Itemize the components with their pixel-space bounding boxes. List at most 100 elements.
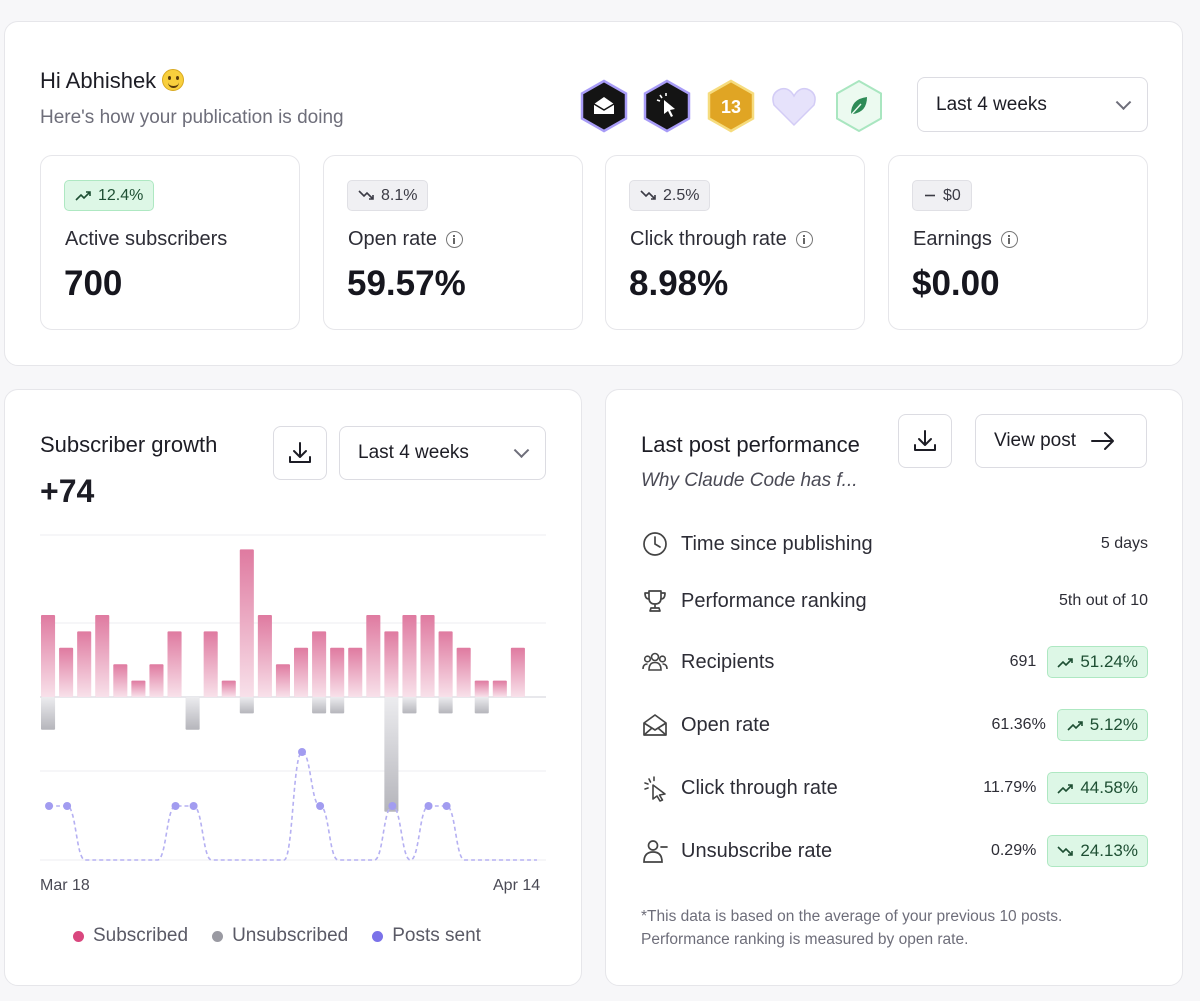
posts-sent-point[interactable] <box>388 802 397 810</box>
post-title[interactable]: Why Claude Code has f... <box>641 470 858 491</box>
download-icon <box>289 442 311 463</box>
posts-sent-point[interactable] <box>63 802 72 810</box>
axis-end-date: Apr 14 <box>493 877 541 894</box>
subscribed-bar[interactable] <box>510 647 525 697</box>
unsubscribed-bar[interactable] <box>185 697 200 730</box>
stat-value: 8.98% <box>629 264 729 303</box>
growth-count: +74 <box>40 473 95 509</box>
subscribed-bar[interactable] <box>294 647 309 697</box>
subscribed-bar[interactable] <box>474 680 489 697</box>
posts-sent-point[interactable] <box>424 802 433 810</box>
axis-start-date: Mar 18 <box>40 877 90 894</box>
chevron-down-icon <box>1115 93 1132 110</box>
download-button[interactable] <box>898 414 952 468</box>
row-value: 11.79% <box>983 779 1037 796</box>
stat-value: 59.57% <box>347 264 466 303</box>
legend-subscribed[interactable]: Subscribed <box>73 925 188 947</box>
subscribed-bar[interactable] <box>492 680 507 697</box>
leaf-icon[interactable] <box>832 79 886 133</box>
achievement-badges: 13 <box>577 79 887 135</box>
overview-card: Hi Abhishek Here's how your publication … <box>4 21 1183 366</box>
subscribed-bar[interactable] <box>77 631 92 697</box>
info-icon[interactable] <box>795 231 813 248</box>
subscribed-bar[interactable] <box>113 664 128 697</box>
row-recipients: Recipients 691 51.24% <box>641 644 1148 680</box>
subscribed-bar[interactable] <box>149 664 164 697</box>
user-minus-icon <box>643 840 668 863</box>
change-badge: 8.1% <box>347 180 429 211</box>
info-icon[interactable] <box>445 231 463 248</box>
unsubscribed-bar[interactable] <box>474 697 489 714</box>
subscribed-bar[interactable] <box>221 680 236 697</box>
unsubscribed-bar[interactable] <box>312 697 327 714</box>
row-click-through-rate: Click through rate 11.79% 44.58% <box>641 770 1148 806</box>
subscribed-bar[interactable] <box>312 631 327 697</box>
subscribed-bar[interactable] <box>167 631 182 697</box>
unsubscribed-bar[interactable] <box>330 697 345 714</box>
stat-click-through-rate: 2.5% Click through rate 8.98% <box>605 155 865 330</box>
subscribed-bar[interactable] <box>257 615 272 697</box>
subscribed-bar[interactable] <box>59 647 74 697</box>
subscriber-growth-card: Subscriber growth +74 Last 4 weeks Mar 1… <box>4 389 582 986</box>
heart-icon[interactable] <box>767 79 821 133</box>
unsubscribed-bar[interactable] <box>239 697 254 714</box>
gold-hexagon-icon[interactable]: 13 <box>704 79 758 133</box>
subscribed-bar[interactable] <box>275 664 290 697</box>
posts-sent-line <box>49 751 537 861</box>
info-icon[interactable] <box>1000 231 1018 248</box>
unsubscribed-bar[interactable] <box>402 697 417 714</box>
stat-earnings: $0 Earnings $0.00 <box>888 155 1148 330</box>
chart-bars <box>41 549 525 812</box>
subscribed-bar[interactable] <box>203 631 218 697</box>
cursor-click-icon[interactable] <box>640 79 694 133</box>
posts-sent-point[interactable] <box>316 802 325 810</box>
subscribed-bar[interactable] <box>131 680 146 697</box>
last-post-performance-card: Last post performance Why Claude Code ha… <box>605 389 1183 986</box>
legend-dot <box>73 930 84 942</box>
envelope-open-icon[interactable] <box>577 79 631 133</box>
row-open-rate: Open rate 61.36% 5.12% <box>641 707 1148 743</box>
unsubscribed-bar[interactable] <box>384 697 399 812</box>
row-value: 5th out of 10 <box>1059 592 1148 609</box>
unsubscribed-bar[interactable] <box>41 697 56 730</box>
subscribed-bar[interactable] <box>95 615 110 697</box>
stat-label: Click through rate <box>630 228 813 251</box>
posts-sent-point[interactable] <box>442 802 451 810</box>
row-performance-ranking: Performance ranking 5th out of 10 <box>641 583 1148 619</box>
legend-posts-sent[interactable]: Posts sent <box>372 925 481 947</box>
stat-value: $0.00 <box>912 264 1000 303</box>
trend-up-icon <box>1067 720 1083 731</box>
greeting: Hi Abhishek <box>40 68 185 94</box>
posts-sent-point[interactable] <box>45 802 54 810</box>
legend-unsubscribed[interactable]: Unsubscribed <box>212 925 348 947</box>
stat-value: 700 <box>64 264 123 303</box>
view-post-button[interactable]: View post <box>975 414 1147 468</box>
posts-sent-point[interactable] <box>298 748 307 756</box>
performance-title: Last post performance <box>641 432 860 457</box>
row-time-since-publishing: Time since publishing 5 days <box>641 526 1148 562</box>
row-value: 0.29% <box>990 842 1037 859</box>
subscribed-bar[interactable] <box>239 549 254 697</box>
subscribed-bar[interactable] <box>402 615 417 697</box>
subscribed-bar[interactable] <box>420 615 435 697</box>
growth-period-value: Last 4 weeks <box>358 442 469 463</box>
stat-label: Open rate <box>348 228 463 251</box>
clock-icon <box>643 532 667 556</box>
subscribed-bar[interactable] <box>456 647 471 697</box>
row-label: Unsubscribe rate <box>681 839 833 862</box>
subscribed-bar[interactable] <box>384 631 399 697</box>
subscribed-bar[interactable] <box>41 615 56 697</box>
subscribed-bar[interactable] <box>348 647 363 697</box>
download-button[interactable] <box>273 426 327 480</box>
subscribed-bar[interactable] <box>330 647 345 697</box>
posts-sent-point[interactable] <box>171 802 180 810</box>
row-label: Performance ranking <box>681 589 867 612</box>
posts-sent-point[interactable] <box>189 802 198 810</box>
subscribed-bar[interactable] <box>438 631 453 697</box>
period-select[interactable]: Last 4 weeks <box>917 77 1148 132</box>
growth-period-select[interactable]: Last 4 weeks <box>339 426 546 480</box>
change-badge: 12.4% <box>64 180 155 211</box>
subscribed-bar[interactable] <box>366 615 381 697</box>
chart-legend: Subscribed Unsubscribed Posts sent <box>73 925 481 947</box>
unsubscribed-bar[interactable] <box>438 697 453 714</box>
